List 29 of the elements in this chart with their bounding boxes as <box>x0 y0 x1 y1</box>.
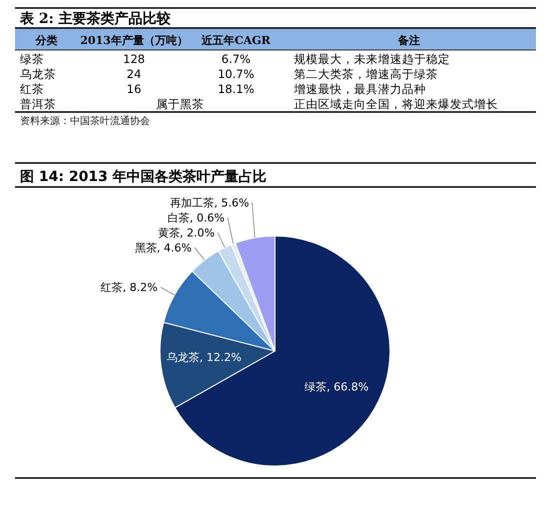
text: 第二大类茶，增速高于绿茶 <box>294 67 438 81</box>
slice-label: 白茶, 0.6% <box>168 211 225 224</box>
chart-title: 图 14: 2013 年中国各类茶叶产量占比 <box>20 168 267 185</box>
text: 2013年产量（万吨） <box>80 34 188 47</box>
text: 近五年CAGR <box>200 34 272 47</box>
slice-label: 红茶, 8.2% <box>100 281 158 294</box>
text: 备注 <box>397 34 420 47</box>
text: 属于黑茶 <box>156 97 204 111</box>
text: 普洱茶 <box>20 97 56 111</box>
slice-label: 黄茶, 2.0% <box>158 226 215 240</box>
text: 24 <box>126 67 142 81</box>
text: 绿茶 <box>20 52 44 66</box>
text: 增速最快，最具潜力品种 <box>293 82 426 96</box>
text: 红茶 <box>20 82 44 96</box>
text: 128 <box>123 52 145 66</box>
slice-label: 乌龙茶, 12.2% <box>166 351 242 364</box>
text: 10.7% <box>218 67 254 81</box>
text: 乌龙茶 <box>20 67 56 81</box>
text: 资料来源：中国茶叶流通协会 <box>20 115 150 127</box>
text: 6.7% <box>221 52 251 66</box>
text: 分类 <box>34 34 58 47</box>
text: 正由区域走向全国，将迎来爆发式增长 <box>294 97 498 111</box>
text: 规模最大，未来增速趋于稳定 <box>294 52 450 66</box>
slice-label: 绿茶, 66.8% <box>304 380 369 394</box>
text: 表 2: 主要茶类产品比较 <box>19 10 172 27</box>
text: 18.1% <box>218 82 254 96</box>
text: 16 <box>126 82 142 96</box>
slice-label: 再加工茶, 5.6% <box>170 196 250 210</box>
slice-label: 黑茶, 4.6% <box>134 241 192 254</box>
